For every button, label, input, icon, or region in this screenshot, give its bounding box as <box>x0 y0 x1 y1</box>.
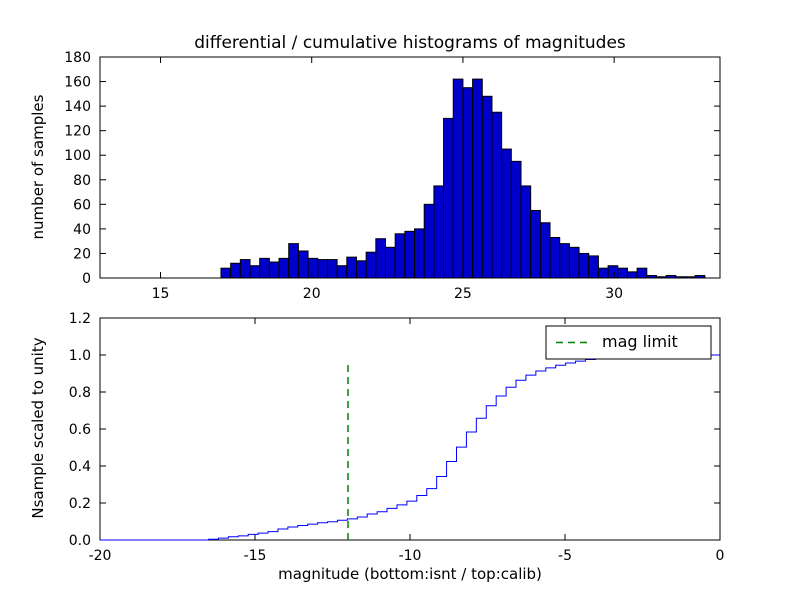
histogram-bar <box>288 243 299 279</box>
y-tick-label: 40 <box>73 222 91 238</box>
x-tick-label: 15 <box>152 286 170 302</box>
y-tick-label: 0.2 <box>69 496 91 512</box>
histogram-bar <box>462 87 474 279</box>
histogram-bar <box>375 238 387 279</box>
histogram-bar <box>433 185 445 279</box>
histogram-bar <box>597 267 609 279</box>
y-tick-label: 0.6 <box>69 422 91 438</box>
histogram-bar <box>423 203 435 279</box>
histogram-bar <box>472 78 483 279</box>
histogram-bar <box>385 246 396 279</box>
histogram-bar <box>510 160 522 279</box>
x-tick-label: 20 <box>303 286 321 302</box>
histogram-bar <box>414 228 425 279</box>
x-tick-label: 25 <box>454 286 472 302</box>
y-tick-label: 0.4 <box>69 459 91 475</box>
histogram-bar <box>259 257 270 279</box>
y-tick-label: 1.2 <box>69 311 91 327</box>
top-y-axis-label: number of samples <box>29 94 47 240</box>
y-tick-label: 100 <box>64 148 91 164</box>
y-tick-label: 1.0 <box>69 348 91 364</box>
y-tick-label: 160 <box>64 75 91 91</box>
y-tick-label: 0.8 <box>69 385 91 401</box>
histogram-bar <box>239 259 251 279</box>
histogram-bar <box>568 246 580 279</box>
histogram-bar <box>365 251 377 279</box>
y-tick-label: 0.0 <box>69 533 91 549</box>
histogram-bar <box>617 267 628 279</box>
chart-title: differential / cumulative histograms of … <box>194 33 626 53</box>
histogram-bar <box>355 260 367 279</box>
bottom-y-axis-label: Nsample scaled to unity <box>29 337 47 519</box>
histogram-bar <box>220 267 232 279</box>
histogram-bar <box>636 267 648 279</box>
x-tick-label: -20 <box>89 548 112 564</box>
y-tick-label: 120 <box>64 124 91 140</box>
histogram-bar <box>268 261 280 279</box>
x-tick-label: -5 <box>558 548 572 564</box>
y-tick-label: 140 <box>64 99 91 115</box>
histogram-bar <box>452 78 464 279</box>
histogram-bar <box>588 255 599 279</box>
y-tick-label: 0 <box>82 271 91 287</box>
histogram-bar <box>607 265 619 279</box>
top-axes-frame <box>99 56 721 279</box>
histogram-bar <box>404 230 416 279</box>
x-axis-label: magnitude (bottom:isnt / top:calib) <box>278 565 542 583</box>
histogram-bar <box>539 222 551 279</box>
histogram-bar <box>249 265 261 279</box>
y-tick-label: 20 <box>73 246 91 262</box>
y-tick-label: 60 <box>73 197 91 213</box>
y-tick-label: 80 <box>73 173 91 189</box>
histogram-bar <box>278 257 290 279</box>
x-tick-label: -10 <box>399 548 422 564</box>
histogram-bar <box>443 117 454 279</box>
histogram-bar <box>520 185 532 279</box>
histogram-bar <box>491 111 503 279</box>
histogram-bar <box>326 259 338 279</box>
x-tick-label: 0 <box>716 548 725 564</box>
legend-label: mag limit <box>602 332 678 351</box>
histogram-bar <box>549 236 561 279</box>
histogram-bar <box>559 243 570 279</box>
histogram-bar <box>336 265 348 279</box>
x-tick-label: -15 <box>244 548 267 564</box>
histogram-bar <box>230 262 241 279</box>
histogram-bar <box>481 95 493 279</box>
x-tick-label: 30 <box>605 286 623 302</box>
histogram-bar <box>501 148 512 279</box>
y-tick-label: 180 <box>64 50 91 66</box>
histogram-bar <box>626 271 638 279</box>
histogram-bar <box>297 250 309 279</box>
histogram-bar <box>394 233 406 279</box>
histogram-bar <box>578 252 590 279</box>
histogram-bar <box>346 256 357 279</box>
histogram-bar <box>307 257 319 279</box>
histogram-bar <box>530 209 541 279</box>
histogram-bar <box>317 259 328 279</box>
cumulative-step-line <box>100 354 720 541</box>
